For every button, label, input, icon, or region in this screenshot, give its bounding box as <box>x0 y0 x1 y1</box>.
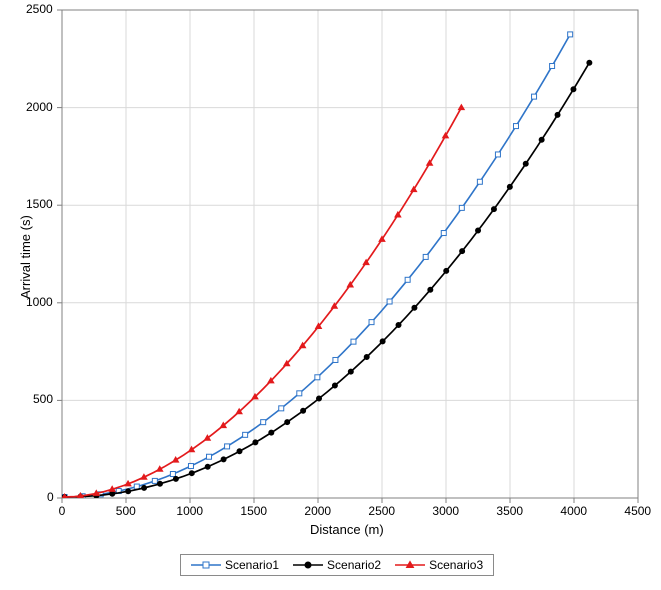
legend-label: Scenario1 <box>225 558 279 572</box>
legend-label: Scenario3 <box>429 558 483 572</box>
x-tick: 1000 <box>176 504 203 518</box>
x-tick: 0 <box>59 504 66 518</box>
x-tick: 4000 <box>560 504 587 518</box>
x-tick: 1500 <box>240 504 267 518</box>
x-tick: 3000 <box>432 504 459 518</box>
y-tick: 2500 <box>26 2 53 16</box>
legend-item-scenario1: Scenario1 <box>191 558 279 572</box>
chart-plot <box>0 0 661 540</box>
x-tick: 500 <box>116 504 136 518</box>
x-tick: 2000 <box>304 504 331 518</box>
y-tick: 500 <box>33 392 53 406</box>
x-tick: 3500 <box>496 504 523 518</box>
x-tick: 4500 <box>624 504 651 518</box>
legend: Scenario1 Scenario2 Scenario3 <box>180 554 494 576</box>
x-tick: 2500 <box>368 504 395 518</box>
legend-label: Scenario2 <box>327 558 381 572</box>
x-axis-title: Distance (m) <box>310 522 384 537</box>
y-tick: 2000 <box>26 100 53 114</box>
y-tick: 1500 <box>26 197 53 211</box>
y-tick: 1000 <box>26 295 53 309</box>
y-axis-title: Arrival time (s) <box>18 215 33 299</box>
y-tick: 0 <box>47 490 54 504</box>
legend-item-scenario3: Scenario3 <box>395 558 483 572</box>
legend-item-scenario2: Scenario2 <box>293 558 381 572</box>
